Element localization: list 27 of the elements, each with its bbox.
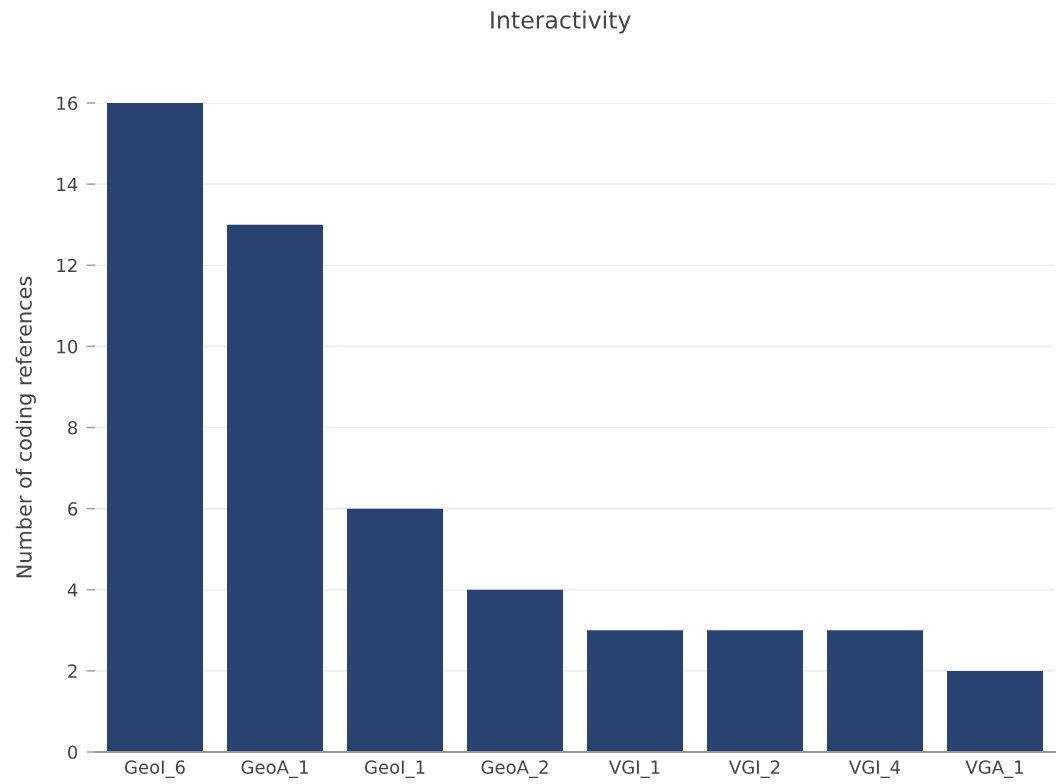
y-tick-label: 4 <box>67 583 78 597</box>
x-tick-label: VGA_1 <box>965 760 1023 778</box>
y-tick-label: 16 <box>57 96 78 111</box>
x-tick-label: GeoI_1 <box>365 760 425 778</box>
x-tick-label: GeoA_1 <box>241 760 308 778</box>
bar <box>227 224 323 752</box>
bar <box>827 630 923 752</box>
bar <box>947 670 1043 752</box>
y-axis-title: Number of coding references <box>15 276 36 578</box>
y-tick-label: 14 <box>57 177 78 191</box>
y-tick-label: 2 <box>68 664 77 678</box>
y-tick-label: 0 <box>68 745 78 760</box>
bar <box>347 508 443 752</box>
bar <box>707 630 803 752</box>
x-tick-label: GeoA_2 <box>481 760 548 778</box>
x-tick-label: VGI_1 <box>609 760 660 778</box>
bar <box>467 589 563 752</box>
bar <box>107 103 203 752</box>
y-tick-label: 10 <box>57 339 78 354</box>
y-tick-label: 12 <box>57 258 77 273</box>
x-tick-label: GeoI_6 <box>125 760 185 778</box>
y-tick-label: 8 <box>68 420 78 435</box>
x-tick-label: VGI_4 <box>849 760 901 778</box>
y-tick-label: 6 <box>68 502 78 516</box>
x-tick-label: VGI_2 <box>729 760 780 778</box>
chart-title: Interactivity <box>491 10 631 34</box>
bar <box>587 630 683 752</box>
